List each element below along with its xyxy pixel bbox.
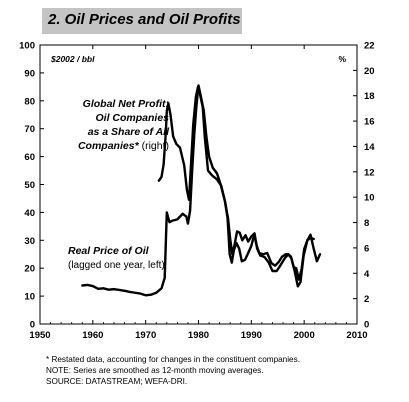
profit-annotation-line: Global Net Profit: <box>83 98 169 110</box>
left-tick-label: 20 <box>24 264 35 275</box>
profit-annotation-axis-note: (right) <box>142 140 169 152</box>
left-tick-label: 10 <box>24 292 35 303</box>
right-tick-label: 6 <box>364 243 369 254</box>
right-tick-label: 2 <box>364 294 369 305</box>
left-tick-label: 70 <box>24 124 35 135</box>
footnote-restated: * Restated data, accounting for changes … <box>46 355 300 364</box>
profit-annotation-line: Oil Companies <box>95 112 169 124</box>
profit-annotation-line: Companies* (right) <box>78 140 169 152</box>
x-tick-label: 1990 <box>241 330 262 341</box>
right-tick-label: 20 <box>364 66 375 77</box>
left-tick-label: 50 <box>24 180 35 191</box>
x-tick-label: 2000 <box>294 330 315 341</box>
right-tick-label: 16 <box>364 117 375 128</box>
right-tick-label: 22 <box>364 41 375 52</box>
right-tick-label: 10 <box>364 193 375 204</box>
x-tick-label: 2010 <box>346 330 367 341</box>
left-tick-label: 100 <box>19 41 35 52</box>
oil-price-line <box>81 84 322 297</box>
right-tick-label: 12 <box>364 167 375 178</box>
left-tick-label: 90 <box>24 68 35 79</box>
right-axis-unit: % <box>338 54 346 64</box>
left-tick-label: 30 <box>24 236 35 247</box>
right-tick-label: 14 <box>364 142 375 153</box>
right-tick-label: 8 <box>364 218 369 229</box>
x-tick-label: 1950 <box>29 330 50 341</box>
x-tick-label: 1960 <box>82 330 103 341</box>
footnote-smoothing: NOTE: Series are smoothed as 12-month mo… <box>46 366 264 375</box>
left-axis-unit: $2002 / bbl <box>50 54 95 64</box>
left-tick-label: 0 <box>30 320 35 331</box>
left-tick-label: 40 <box>24 208 35 219</box>
chart-title: 2. Oil Prices and Oil Profits <box>48 11 241 28</box>
left-tick-label: 80 <box>24 96 35 107</box>
profit-annotation-line: as a Share of All <box>88 126 170 138</box>
profit-share-line <box>157 85 315 281</box>
title-box <box>42 8 242 34</box>
x-tick-label: 1980 <box>188 330 209 341</box>
profit-annotation: Global Net Profit: Oil Companies as a Shar… <box>78 98 170 152</box>
footnotes: * Restated data, accounting for changes … <box>46 354 300 387</box>
x-tick-label: 1970 <box>135 330 156 341</box>
right-tick-label: 4 <box>364 269 370 280</box>
footnote-source: SOURCE: DATASTREAM; WEFA-DRI. <box>46 377 188 386</box>
right-tick-label: 0 <box>364 320 369 331</box>
price-annotation-title: Real Price of Oil <box>68 245 150 257</box>
right-tick-label: 18 <box>364 91 375 102</box>
price-annotation-note: (lagged one year, left) <box>68 260 165 271</box>
left-tick-label: 60 <box>24 152 35 163</box>
